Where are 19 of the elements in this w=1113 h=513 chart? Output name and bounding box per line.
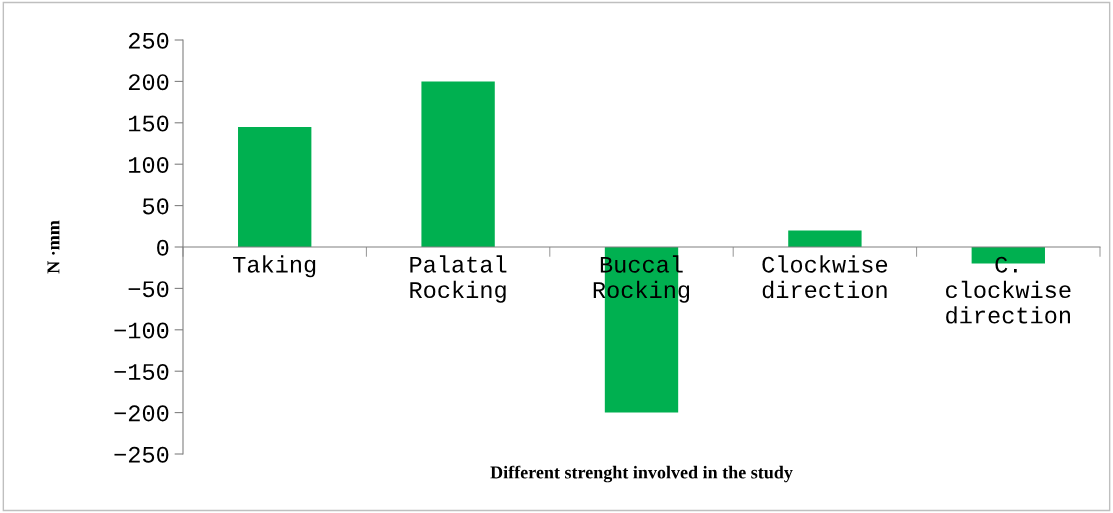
y-tick-label: 100	[129, 156, 169, 173]
y-tick-label: 150	[129, 115, 169, 132]
y-tick-label: 50	[142, 198, 169, 215]
x-axis-title: Different strenght involved in the study	[490, 465, 793, 483]
y-tick-label: −250	[114, 446, 169, 463]
y-tick-label: 0	[157, 239, 169, 256]
y-tick-label: 200	[128, 74, 169, 91]
y-tick-label: 250	[128, 32, 169, 49]
x-tick-label: Taking	[233, 255, 316, 278]
x-tick-label: Palatal Rocking	[410, 255, 507, 303]
y-axis-title: N ·mm	[47, 220, 60, 274]
y-tick-label: −50	[128, 281, 169, 298]
bar	[238, 126, 312, 247]
y-tick-label: −100	[114, 322, 169, 339]
bar	[421, 81, 495, 247]
bar	[788, 230, 862, 247]
y-tick-label: −150	[114, 363, 169, 380]
x-tick-label: Clockwise direction	[762, 255, 888, 299]
y-tick-label: −200	[114, 405, 169, 422]
